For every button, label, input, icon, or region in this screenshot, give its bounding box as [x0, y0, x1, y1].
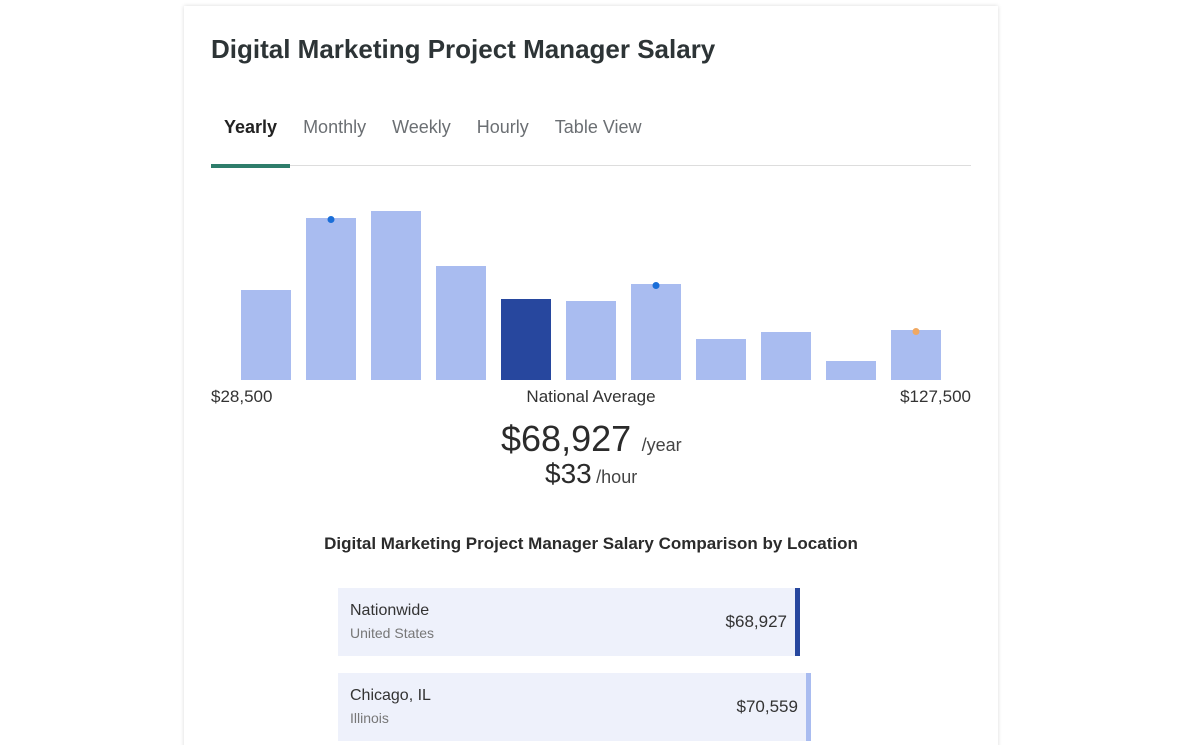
- marker-dot: [652, 282, 660, 289]
- location-value: $68,927: [725, 612, 787, 631]
- tab-bar: Yearly Monthly Weekly Hourly Table View: [211, 114, 971, 168]
- comparison-title: Digital Marketing Project Manager Salary…: [324, 534, 858, 553]
- hourly-summary: $33 /hour: [545, 458, 637, 490]
- histogram-bar: [566, 301, 616, 380]
- location-region: Illinois: [350, 710, 389, 726]
- tab[interactable]: Monthly: [303, 117, 367, 137]
- hourly-value: $33: [545, 458, 592, 489]
- page-title: Digital Marketing Project Manager Salary: [211, 34, 716, 64]
- center-label: National Average: [526, 387, 656, 406]
- tab[interactable]: Weekly: [392, 117, 451, 137]
- histogram-bar: [631, 284, 681, 380]
- histogram-bar: [826, 361, 876, 380]
- histogram-bar: [761, 332, 811, 380]
- tab[interactable]: Yearly: [211, 114, 291, 168]
- yearly-summary: $68,927 /year: [501, 418, 682, 460]
- location-region: United States: [350, 625, 435, 641]
- yearly-value: $68,927: [501, 418, 632, 459]
- min-label: $28,500: [211, 387, 273, 406]
- tab[interactable]: Table View: [554, 117, 642, 137]
- location-name: Chicago, IL: [350, 687, 431, 704]
- marker-dot: [912, 328, 920, 335]
- location-bar: [338, 588, 800, 656]
- marker-dot: [327, 216, 335, 223]
- location-name: Nationwide: [350, 602, 430, 619]
- histogram-bar: [891, 330, 941, 380]
- histogram-bar: [501, 299, 551, 380]
- hourly-unit: /hour: [596, 467, 638, 487]
- histogram-bar: [696, 339, 746, 380]
- location-bar: [338, 673, 811, 741]
- max-label: $127,500: [900, 387, 971, 406]
- histogram-bar: [241, 290, 291, 380]
- histogram-bar: [306, 218, 356, 380]
- histogram: [241, 211, 941, 380]
- histogram-bar: [371, 211, 421, 380]
- yearly-unit: /year: [641, 435, 682, 455]
- location-value: $70,559: [736, 697, 798, 716]
- histogram-bar: [436, 266, 486, 380]
- tab[interactable]: Hourly: [476, 117, 529, 137]
